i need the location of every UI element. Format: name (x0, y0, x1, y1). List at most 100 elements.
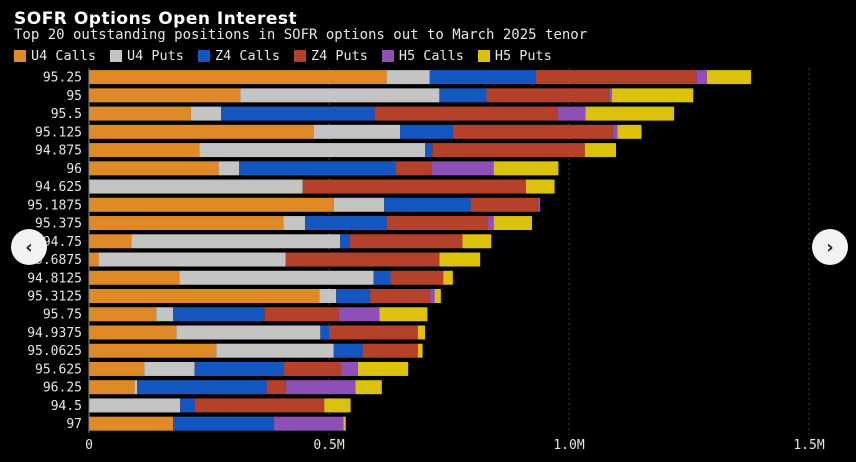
y-tick-label: 95.5 (51, 107, 82, 122)
bar-segment-z4-puts (285, 252, 440, 267)
bar-segment-h5-puts (611, 88, 694, 103)
legend-label: U4 Puts (127, 48, 184, 64)
chevron-left-icon: ‹ (25, 236, 33, 258)
bar-segment-z4-puts (535, 70, 697, 85)
bar-segment-h5-calls (273, 416, 344, 431)
bar-segment-u4-calls (89, 270, 180, 285)
next-arrow-button[interactable]: › (812, 229, 848, 265)
bar-segment-u4-calls (89, 143, 200, 158)
legend-label: U4 Calls (31, 48, 97, 64)
bar-segment-u4-calls (89, 70, 387, 85)
bar-segment-u4-calls (89, 216, 284, 231)
bar-segment-h5-puts (585, 106, 675, 121)
bar-segment-z4-puts (386, 216, 488, 231)
bar-segment-u4-calls (89, 307, 157, 322)
bar-segment-u4-puts (240, 88, 440, 103)
bar-segment-z4-puts (452, 124, 613, 139)
bar-segment-z4-calls (384, 197, 471, 212)
y-tick-label: 96.25 (43, 381, 82, 396)
x-tick-label: 1.5M (793, 438, 824, 453)
bar-segment-h5-puts (417, 325, 425, 340)
bar-segment-z4-calls (333, 343, 363, 358)
chart-title: SOFR Options Open Interest (14, 9, 298, 29)
bar-segment-u4-puts (144, 361, 195, 376)
bar-segment-z4-puts (369, 289, 430, 303)
chart-legend: U4 Calls U4 Puts Z4 Calls Z4 Puts H5 Calls H5… (14, 48, 552, 64)
bar-segment-h5-puts (357, 361, 409, 376)
bar-segment-z4-calls (400, 124, 453, 139)
bar-segment-h5-puts (706, 70, 751, 85)
bar-segment-z4-puts (194, 398, 325, 413)
bar-segment-u4-calls (89, 361, 145, 376)
y-tick-label: 95.25 (43, 71, 82, 86)
bar-segment-u4-puts (89, 398, 181, 413)
legend-swatch (293, 50, 306, 62)
legend-label: H5 Calls (398, 48, 464, 64)
y-tick-label: 94.625 (35, 180, 82, 195)
bar-segment-h5-puts (355, 380, 382, 395)
bar-segment-z4-calls (425, 143, 433, 158)
bar-segment-z4-puts (283, 361, 341, 376)
bar-segment-h5-puts (417, 343, 423, 358)
bar-segment-z4-puts (432, 143, 585, 158)
chevron-right-icon: › (826, 236, 834, 258)
bar-segment-h5-calls (338, 307, 380, 322)
y-tick-label: 95 (66, 89, 82, 104)
bar-segment-u4-puts (131, 234, 341, 249)
bar-segment-h5-calls (696, 70, 707, 85)
chart-subtitle: Top 20 outstanding positions in SOFR opt… (14, 27, 588, 43)
bar-segment-h5-puts (617, 124, 642, 139)
bar-segment-h5-calls (557, 106, 586, 121)
bar-segment-z4-puts (486, 88, 609, 103)
legend-item: U4 Puts (110, 48, 184, 64)
bar-segment-z4-puts (374, 106, 558, 121)
x-tick-label: 0 (85, 438, 93, 453)
bar-segment-h5-puts (525, 179, 555, 194)
bar-segment-u4-puts (190, 106, 221, 121)
bar-segment-u4-puts (218, 161, 240, 176)
bar-segment-z4-calls (340, 234, 350, 249)
legend-label: H5 Puts (494, 48, 552, 64)
bar-segment-z4-calls (137, 380, 267, 395)
bar-segment-u4-puts (216, 343, 334, 358)
x-tick-label: 1.0M (553, 438, 584, 453)
bar-segment-h5-puts (343, 416, 346, 431)
bar-segment-h5-puts (434, 289, 441, 303)
bar-segment-u4-calls (89, 234, 132, 249)
bar-segment-z4-puts (349, 234, 463, 249)
bar-segment-u4-calls (89, 416, 173, 431)
bar-segment-u4-calls (89, 325, 177, 340)
legend-item: H5 Calls (381, 48, 464, 64)
bar-segment-h5-puts (584, 143, 617, 158)
y-tick-label: 95.75 (43, 308, 82, 323)
legend-label: Z4 Calls (214, 48, 280, 64)
legend-item: U4 Calls (14, 48, 96, 64)
bar-segment-u4-calls (89, 289, 320, 303)
y-tick-label: 94.8125 (27, 271, 82, 286)
bar-segment-h5-puts (324, 398, 351, 413)
bar-segment-z4-calls (173, 416, 274, 431)
legend-swatch (197, 50, 210, 62)
bar-segment-h5-calls (608, 88, 612, 103)
y-tick-label: 96 (66, 162, 82, 177)
y-tick-label: 94.75 (43, 235, 82, 250)
bar-segment-h5-calls (431, 161, 494, 176)
bar-segment-z4-calls (336, 289, 370, 303)
bar-segment-z4-calls (439, 88, 487, 103)
previous-arrow-button[interactable]: ‹ (11, 229, 47, 265)
bar-segment-u4-calls (89, 197, 334, 212)
bar-segment-z4-calls (239, 161, 396, 176)
bar-segment-z4-puts (266, 380, 286, 395)
legend-item: Z4 Puts (293, 48, 368, 64)
bar-segment-u4-calls (89, 343, 217, 358)
y-tick-label: 95.125 (35, 125, 82, 140)
bar-segment-u4-puts (386, 70, 430, 85)
bar-segment-u4-puts (176, 325, 321, 340)
bar-segment-z4-calls (180, 398, 195, 413)
y-tick-label: 97 (66, 417, 82, 432)
y-tick-label: 95.1875 (27, 198, 82, 213)
bar-segment-u4-calls (89, 252, 99, 267)
y-tick-label: 95.625 (35, 362, 82, 377)
bar-segment-h5-puts (493, 216, 533, 231)
bar-segment-h5-puts (462, 234, 492, 249)
